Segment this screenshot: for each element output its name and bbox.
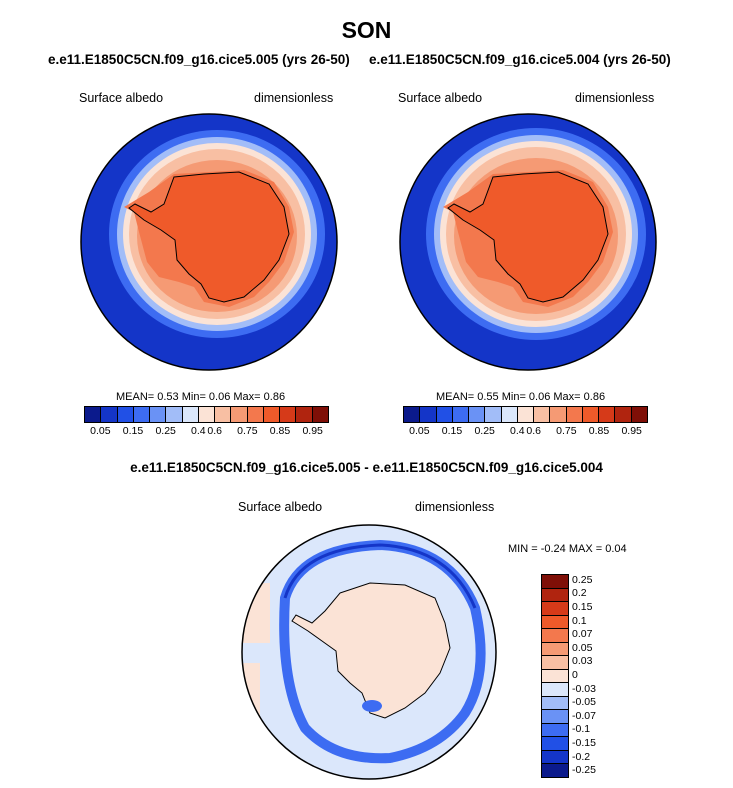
left-stats: MEAN= 0.53 Min= 0.06 Max= 0.86: [116, 391, 286, 403]
diff-minmax: MIN = -0.24 MAX = 0.04: [508, 543, 627, 555]
colorbar-swatch: [542, 737, 568, 751]
colorbar-tick-label: 0.6: [526, 425, 541, 437]
right-stats: MEAN= 0.55 Min= 0.06 Max= 0.86: [436, 391, 606, 403]
colorbar-swatch: [263, 407, 281, 422]
colorbar-tick-label: -0.07: [572, 709, 596, 722]
colorbar-tick-label: 0.85: [269, 425, 291, 437]
colorbar-swatch: [436, 407, 453, 422]
colorbar-swatch: [599, 407, 616, 422]
colorbar-swatch: [542, 723, 568, 738]
colorbar-tick-label: 0.25: [572, 573, 593, 586]
colorbar-swatch: [542, 642, 568, 657]
figure-title: SON: [341, 17, 392, 43]
diff-polar-map: [241, 524, 497, 780]
left-panel-subtitle: e.e11.E1850C5CN.f09_g16.cice5.005 (yrs 2…: [48, 52, 350, 67]
colorbar-tick-label: 0.05: [572, 641, 593, 654]
colorbar-swatch: [542, 696, 568, 711]
colorbar-swatch: [231, 407, 248, 422]
colorbar-tick-label: 0.6: [207, 425, 222, 437]
colorbar-swatch: [280, 407, 297, 422]
colorbar-tick-label: 0.4: [510, 425, 525, 437]
diff-variable-label: Surface albedo: [238, 500, 323, 514]
colorbar-tick-label: 0.25: [155, 425, 176, 437]
colorbar-swatch: [542, 683, 568, 697]
colorbar-tick-label: 0.95: [302, 425, 323, 437]
colorbar-swatch: [542, 669, 568, 684]
colorbar-tick-label: -0.25: [572, 764, 596, 777]
colorbar-tick-label: 0.1: [572, 614, 587, 627]
colorbar-swatch: [542, 575, 568, 589]
left-colorbar: [84, 406, 329, 423]
colorbar-swatch: [631, 407, 647, 422]
colorbar-swatch: [420, 407, 437, 422]
colorbar-swatch: [542, 629, 568, 643]
colorbar-tick-label: 0.15: [441, 425, 463, 437]
colorbar-tick-label: 0.75: [556, 425, 577, 437]
colorbar-swatch: [542, 656, 568, 670]
left-variable-label: Surface albedo: [79, 91, 164, 105]
colorbar-tick-label: -0.05: [572, 696, 596, 709]
colorbar-swatch: [615, 407, 632, 422]
colorbar-tick-label: 0.03: [572, 655, 593, 668]
colorbar-tick-label: 0.75: [237, 425, 258, 437]
colorbar-tick-label: 0.2: [572, 587, 587, 600]
colorbar-tick-label: 0.15: [572, 601, 593, 613]
colorbar-tick-label: 0.4: [191, 425, 206, 437]
right-variable-label: Surface albedo: [398, 91, 483, 105]
colorbar-swatch: [542, 602, 568, 616]
colorbar-tick-label: -0.1: [572, 723, 591, 736]
colorbar-swatch: [150, 407, 167, 422]
colorbar-tick-label: 0: [572, 669, 578, 681]
colorbar-swatch: [485, 407, 502, 422]
colorbar-tick-label: -0.15: [572, 737, 596, 749]
colorbar-swatch: [85, 407, 102, 422]
colorbar-swatch: [534, 407, 551, 422]
colorbar-swatch: [582, 407, 600, 422]
colorbar-swatch: [550, 407, 567, 422]
colorbar-swatch: [566, 407, 583, 422]
right-colorbar: [403, 406, 648, 423]
diff-colorbar-ticks: 0.25 0.2 0.15 0.1 0.07 0.05 0.03 0 -0.03 -0.05 -0.…: [572, 574, 622, 778]
diff-colorbar: [541, 574, 569, 778]
colorbar-swatch: [215, 407, 232, 422]
colorbar-swatch: [247, 407, 264, 422]
colorbar-swatch: [133, 407, 151, 422]
colorbar-tick-label: 0.05: [90, 425, 111, 437]
colorbar-swatch: [542, 710, 568, 724]
colorbar-swatch: [542, 615, 568, 630]
colorbar-swatch: [166, 407, 183, 422]
right-panel-subtitle: e.e11.E1850C5CN.f09_g16.cice5.004 (yrs 2…: [369, 52, 671, 67]
colorbar-swatch: [198, 407, 216, 422]
colorbar-swatch: [517, 407, 535, 422]
colorbar-tick-label: 0.25: [474, 425, 495, 437]
right-units-label: dimensionless: [575, 91, 655, 105]
right-polar-map: [399, 113, 657, 371]
colorbar-swatch: [182, 407, 199, 422]
colorbar-swatch: [452, 407, 470, 422]
colorbar-swatch: [296, 407, 313, 422]
left-units-label: dimensionless: [254, 91, 334, 105]
left-colorbar-ticks: 0.05 0.15 0.25 0.4 0.6 0.75 0.85 0.95: [84, 425, 329, 439]
colorbar-swatch: [117, 407, 134, 422]
colorbar-tick-label: 0.05: [409, 425, 430, 437]
colorbar-tick-label: -0.03: [572, 682, 596, 695]
colorbar-swatch: [542, 750, 568, 765]
colorbar-swatch: [469, 407, 486, 422]
colorbar-tick-label: 0.07: [572, 628, 593, 641]
left-polar-map: [80, 113, 338, 371]
colorbar-swatch: [542, 588, 568, 603]
colorbar-tick-label: 0.85: [588, 425, 610, 437]
colorbar-swatch: [404, 407, 421, 422]
colorbar-tick-label: 0.95: [621, 425, 642, 437]
diff-panel-subtitle: e.e11.E1850C5CN.f09_g16.cice5.005 - e.e1…: [130, 460, 603, 475]
colorbar-tick-label: 0.15: [122, 425, 144, 437]
colorbar-swatch: [312, 407, 328, 422]
colorbar-swatch: [542, 764, 568, 777]
colorbar-tick-label: -0.2: [572, 750, 591, 763]
colorbar-swatch: [501, 407, 518, 422]
colorbar-swatch: [101, 407, 118, 422]
diff-units-label: dimensionless: [415, 500, 495, 514]
right-colorbar-ticks: 0.05 0.15 0.25 0.4 0.6 0.75 0.85 0.95: [403, 425, 648, 439]
